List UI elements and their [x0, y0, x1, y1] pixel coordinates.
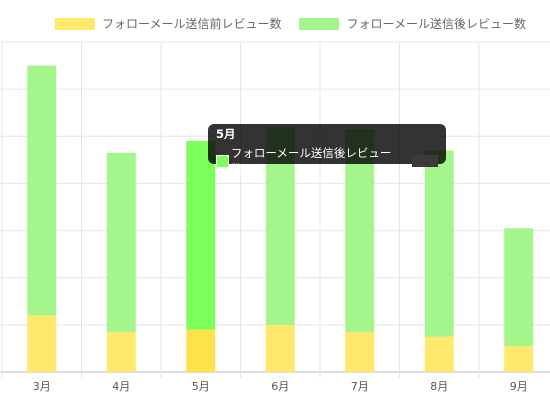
bar-before [27, 315, 57, 372]
bar-before [265, 324, 295, 372]
x-tick-label: 4月 [112, 380, 130, 393]
bar-before [106, 331, 136, 372]
tooltip: 5月 フォローメール送信後レビュー数: [208, 124, 446, 176]
x-tick-label: 3月 [33, 380, 51, 393]
bars [27, 65, 534, 372]
bar-before [424, 336, 454, 372]
tooltip-color-swatch [216, 154, 229, 168]
tooltip-title: 5月 [216, 127, 236, 141]
bar-after [106, 152, 136, 332]
bar-after [504, 228, 534, 347]
x-tick-label: 8月 [430, 380, 448, 393]
x-axis: 3月 4月 5月 6月 7月 8月 9月 [33, 380, 528, 393]
x-tick-label: 5月 [192, 380, 210, 393]
bar-after [424, 150, 454, 337]
legend-label-before: フォローメール送信前レビュー数 [101, 17, 282, 31]
bar-before [504, 346, 534, 372]
legend-label-after: フォローメール送信後レビュー数 [346, 17, 526, 31]
legend-swatch-before [54, 17, 95, 30]
legend-swatch-after [299, 17, 340, 30]
bar-before [186, 329, 216, 372]
tooltip-value-redacted [412, 155, 438, 167]
legend: フォローメール送信前レビュー数 フォローメール送信後レビュー数 [54, 15, 526, 32]
legend-item-before[interactable]: フォローメール送信前レビュー数 [54, 15, 282, 32]
bar-after [27, 65, 57, 316]
bar-before [345, 331, 375, 372]
tooltip-label: フォローメール送信後レビュー数: [230, 146, 392, 176]
x-tick-label: 6月 [271, 380, 289, 393]
legend-item-after[interactable]: フォローメール送信後レビュー数 [299, 15, 526, 32]
x-tick-label: 7月 [351, 380, 369, 393]
bar-after [186, 141, 216, 330]
tooltip-row: フォローメール送信後レビュー数: [216, 145, 438, 177]
x-tick-label: 9月 [510, 380, 528, 393]
